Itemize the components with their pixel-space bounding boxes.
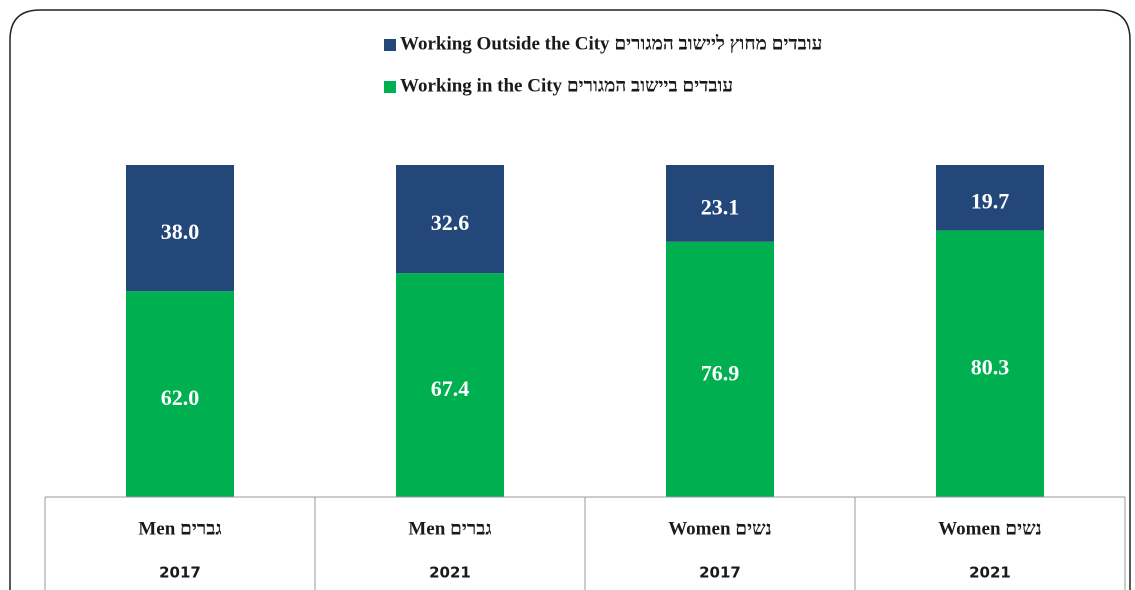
value-label: 32.6 — [431, 210, 470, 235]
legend-swatch — [384, 81, 396, 93]
bar-segment — [666, 241, 774, 497]
value-label: 38.0 — [161, 219, 200, 244]
value-label: 76.9 — [701, 360, 740, 385]
value-label: 62.0 — [161, 385, 200, 410]
bar-segment — [396, 273, 504, 497]
legend-label: Working in the City עובדים ביישוב המגורי… — [400, 75, 733, 96]
x-sublabel: 2017 — [159, 564, 201, 582]
x-tick-label: Women נשים — [938, 518, 1042, 539]
value-label: 23.1 — [701, 194, 740, 219]
value-label: 80.3 — [971, 355, 1010, 380]
value-label: 67.4 — [431, 376, 470, 401]
bar-segment — [666, 165, 774, 242]
value-label: 19.7 — [971, 189, 1010, 214]
legend-swatch — [384, 39, 396, 51]
bar-segment — [936, 230, 1044, 498]
x-sublabel: 2021 — [969, 564, 1011, 582]
bar-segment — [396, 165, 504, 274]
x-sublabel: 2017 — [699, 564, 741, 582]
panel-border — [9, 9, 1131, 590]
x-tick-label: Women נשים — [668, 518, 772, 539]
legend-label: Working Outside the City עובדים מחוץ ליי… — [400, 33, 822, 54]
x-tick-label: Men גברים — [138, 518, 221, 539]
bar-segment — [126, 165, 234, 292]
x-tick-label: Men גברים — [408, 518, 491, 539]
bar-segment — [936, 165, 1044, 231]
x-sublabel: 2021 — [429, 564, 471, 582]
bar-segment — [126, 291, 234, 497]
